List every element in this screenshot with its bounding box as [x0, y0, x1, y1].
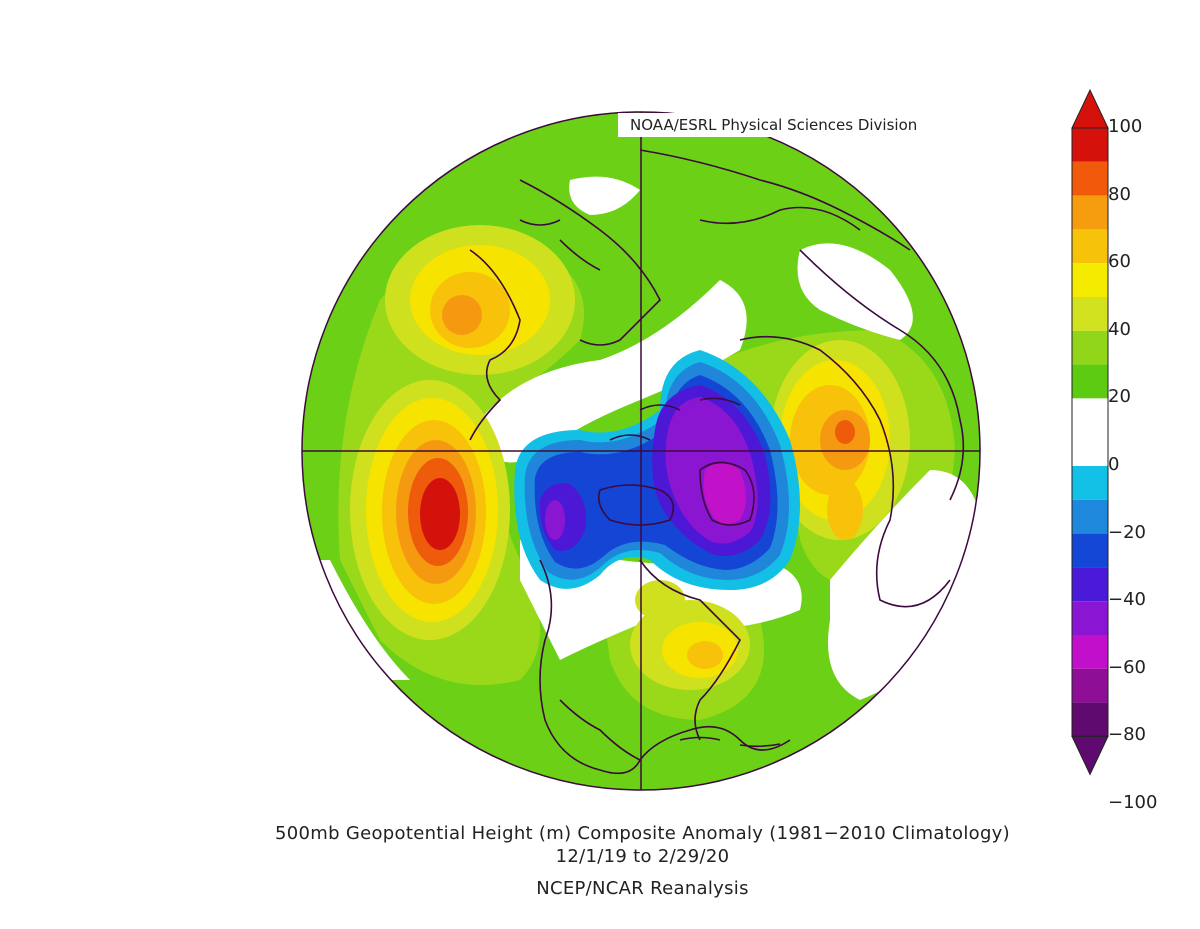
caption-title: 500mb Geopotential Height (m) Composite …	[275, 823, 1010, 844]
caption-source: NCEP/NCAR Reanalysis	[536, 878, 749, 899]
colorbar-segment	[1072, 263, 1108, 297]
coastline-africa-asia	[799, 249, 965, 501]
colorbar-segment	[1072, 161, 1108, 196]
anomaly-field	[302, 112, 980, 790]
coastline-north-america-east	[639, 559, 741, 741]
europe-ridge-80	[835, 420, 855, 444]
colorbar-tick-label: −60	[1108, 656, 1146, 678]
coastline-north-asia	[639, 149, 911, 251]
colorbar-tick-label: 60	[1108, 251, 1131, 273]
colorbar-tick-label: 100	[1108, 116, 1143, 137]
namerica-ridge-50	[687, 641, 723, 669]
colorbar-segment	[1072, 499, 1108, 534]
colorbar-tick-label: −20	[1108, 521, 1146, 543]
coastline-asia	[469, 249, 521, 441]
field-neutral-region	[797, 243, 913, 340]
coastline-arctic	[597, 484, 675, 526]
colorbar-top-arrow	[1071, 88, 1109, 129]
colorbar-segment	[1072, 466, 1108, 500]
coastlines	[469, 149, 965, 775]
colorbar-segment	[1072, 702, 1108, 737]
colorbar-tick-label: 80	[1108, 183, 1131, 205]
colorbar	[1071, 88, 1109, 776]
colorbar-segment	[1072, 364, 1108, 399]
colorbar-segment	[1072, 229, 1108, 264]
coastline-greenland	[699, 461, 755, 526]
colorbar-segment	[1072, 330, 1108, 365]
pacific-ridge-100	[420, 478, 460, 550]
field-neutral-region	[828, 470, 980, 700]
colorbar-segment	[1072, 635, 1108, 669]
coastline-asia-east	[519, 206, 861, 271]
colorbar-segment	[1072, 128, 1108, 162]
colorbar-segment	[1072, 533, 1108, 568]
europe-ridge-south	[827, 480, 863, 540]
asia-ridge-60	[442, 295, 482, 335]
colorbar-segment	[1072, 432, 1108, 466]
colorbar-tick-label: 20	[1108, 386, 1131, 408]
field-neutral-region	[480, 280, 747, 463]
colorbar-tick-label: −100	[1108, 792, 1158, 813]
colorbar-segment	[1072, 567, 1108, 602]
coastline-arctic-islands	[609, 397, 741, 441]
coastline-asia-north	[519, 179, 661, 346]
colorbar-tick-label: 0	[1108, 454, 1120, 475]
map-boundary	[301, 111, 981, 791]
coastline-central-america	[559, 699, 641, 761]
polar-low-minus80	[703, 462, 746, 524]
field-neutral-region	[569, 176, 640, 215]
caption-dates: 12/1/19 to 2/29/20	[555, 846, 730, 867]
coastline-north-america	[539, 559, 791, 775]
coastline-europe	[739, 335, 951, 608]
colorbar-segment	[1072, 601, 1108, 635]
colorbar-tick-label: −80	[1108, 724, 1146, 746]
colorbar-segment	[1072, 297, 1108, 331]
coastline-caribbean	[679, 736, 781, 748]
colorbar-segment	[1072, 398, 1108, 433]
credit-label: NOAA/ESRL Physical Sciences Division	[618, 113, 978, 137]
colorbar-tick-label: −40	[1108, 589, 1146, 611]
colorbar-tick-label: 40	[1108, 318, 1131, 340]
colorbar-bottom-arrow	[1071, 735, 1109, 776]
colorbar-segment	[1072, 668, 1108, 703]
namerica-ridge-east	[635, 580, 685, 620]
colorbar-segment	[1072, 195, 1108, 230]
polar-low-minus70-west	[545, 500, 565, 540]
